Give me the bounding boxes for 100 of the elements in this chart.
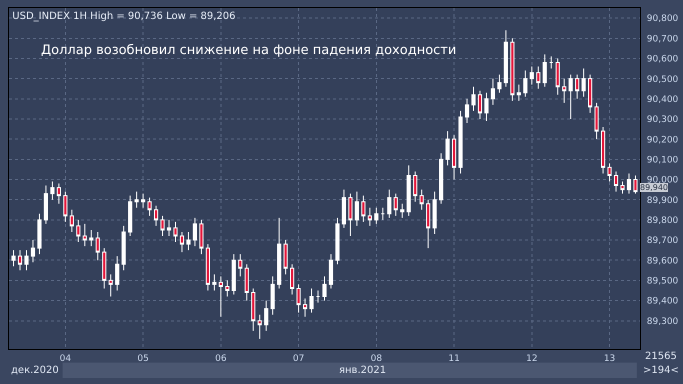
candlestick [361,195,366,222]
candlestick [394,193,398,216]
candlestick [556,58,560,96]
candlestick [134,191,139,208]
candlestick [225,280,230,298]
text: янв.2021 [339,365,386,376]
y-tick-label: 89,900 [646,196,679,206]
candlestick [192,217,198,247]
candlestick [302,298,308,318]
candlestick [154,205,158,226]
candlestick [504,30,508,88]
candlestick [63,191,68,222]
candlestick [244,264,249,302]
y-tick-label: 89,800 [646,216,679,226]
candlestick [76,219,80,243]
candlestick [128,195,132,237]
candlestick [309,288,314,314]
y-tick-label: 89,300 [646,316,679,327]
candlestick [296,284,301,314]
candlestick [70,209,74,232]
candlestick [400,203,404,218]
candlestick [251,288,256,332]
x-tick-label: 11 [448,354,460,364]
candlestick [141,193,146,208]
x-tick-label: 06 [215,354,227,364]
candlestick [147,197,152,216]
candlestick [24,250,29,271]
candlestick [484,92,489,122]
candlestick [270,276,275,316]
candlestick [232,254,236,296]
x-tick-label: 04 [60,354,72,364]
candlestick [89,229,94,247]
y-tick-label: 90,800 [646,14,679,24]
candlestick [284,240,288,275]
candlestick [452,134,456,180]
candlestick [122,225,126,271]
candlestick [160,215,165,237]
annotation: 89,940 [640,183,668,192]
candlestick [523,70,528,98]
candlestick [549,56,554,70]
candlestick [374,207,378,224]
text: дек.2020 [11,365,59,376]
candlestick [56,183,61,204]
candlestick [582,68,586,98]
candlestick [439,152,444,204]
candlestick [212,274,216,291]
candlestick [290,264,294,296]
text: >194< [643,365,679,376]
chart-title: USD_INDEX 1H High = 90,736 Low = 89,206 [12,10,236,22]
candlestick [588,74,592,114]
candlestick [322,276,327,302]
candlestick [413,170,418,202]
candlestick [458,110,463,174]
candlestick [50,181,54,200]
candlestick [633,174,638,194]
y-tick-label: 89,600 [646,256,679,266]
candlestick [166,219,172,237]
candlestick [199,219,204,255]
candlestick [37,213,42,255]
y-tick-label: 90,200 [646,135,679,146]
candlestick [600,126,606,174]
candlestick [258,314,262,340]
y-tick-label: 89,400 [646,296,679,307]
candlestick [620,181,625,194]
y-tick-label: 90,600 [646,54,679,65]
candlestick [11,250,16,267]
candlestick [354,191,359,226]
candlestick [626,172,632,194]
candlestick [277,217,282,289]
candlestick [614,170,618,192]
y-tick-label: 90,500 [646,74,679,85]
candlestick [471,86,476,112]
x-tick-label: 07 [292,354,304,364]
y-tick-label: 89,700 [646,236,679,246]
x-tick-label: 13 [604,354,616,364]
candlestick [420,189,424,210]
x-tick-label: 12 [526,354,538,364]
candlestick [342,189,346,228]
candlestick [497,74,502,94]
candlestick [542,54,547,88]
candlestick [218,276,223,318]
candlestick [536,66,540,90]
candlestick [516,84,521,102]
y-tick-label: 90,400 [646,94,679,105]
y-tick-label: 90,700 [646,34,679,44]
candlestick [562,78,566,104]
candlestick [108,274,113,298]
candlestick [348,193,352,237]
candlestick [594,102,599,140]
x-tick-label: 05 [137,354,149,364]
text: Доллар возобновил снижение на фоне падения доходности [41,43,456,58]
candlestick [432,191,437,234]
candlestick [335,217,340,265]
candlestick [490,78,496,106]
candlestick [530,66,534,86]
text: 21565 [645,351,677,362]
candlestick [575,74,580,100]
candlestick [568,74,573,120]
candlestick [115,256,120,291]
candlestick [387,189,392,218]
